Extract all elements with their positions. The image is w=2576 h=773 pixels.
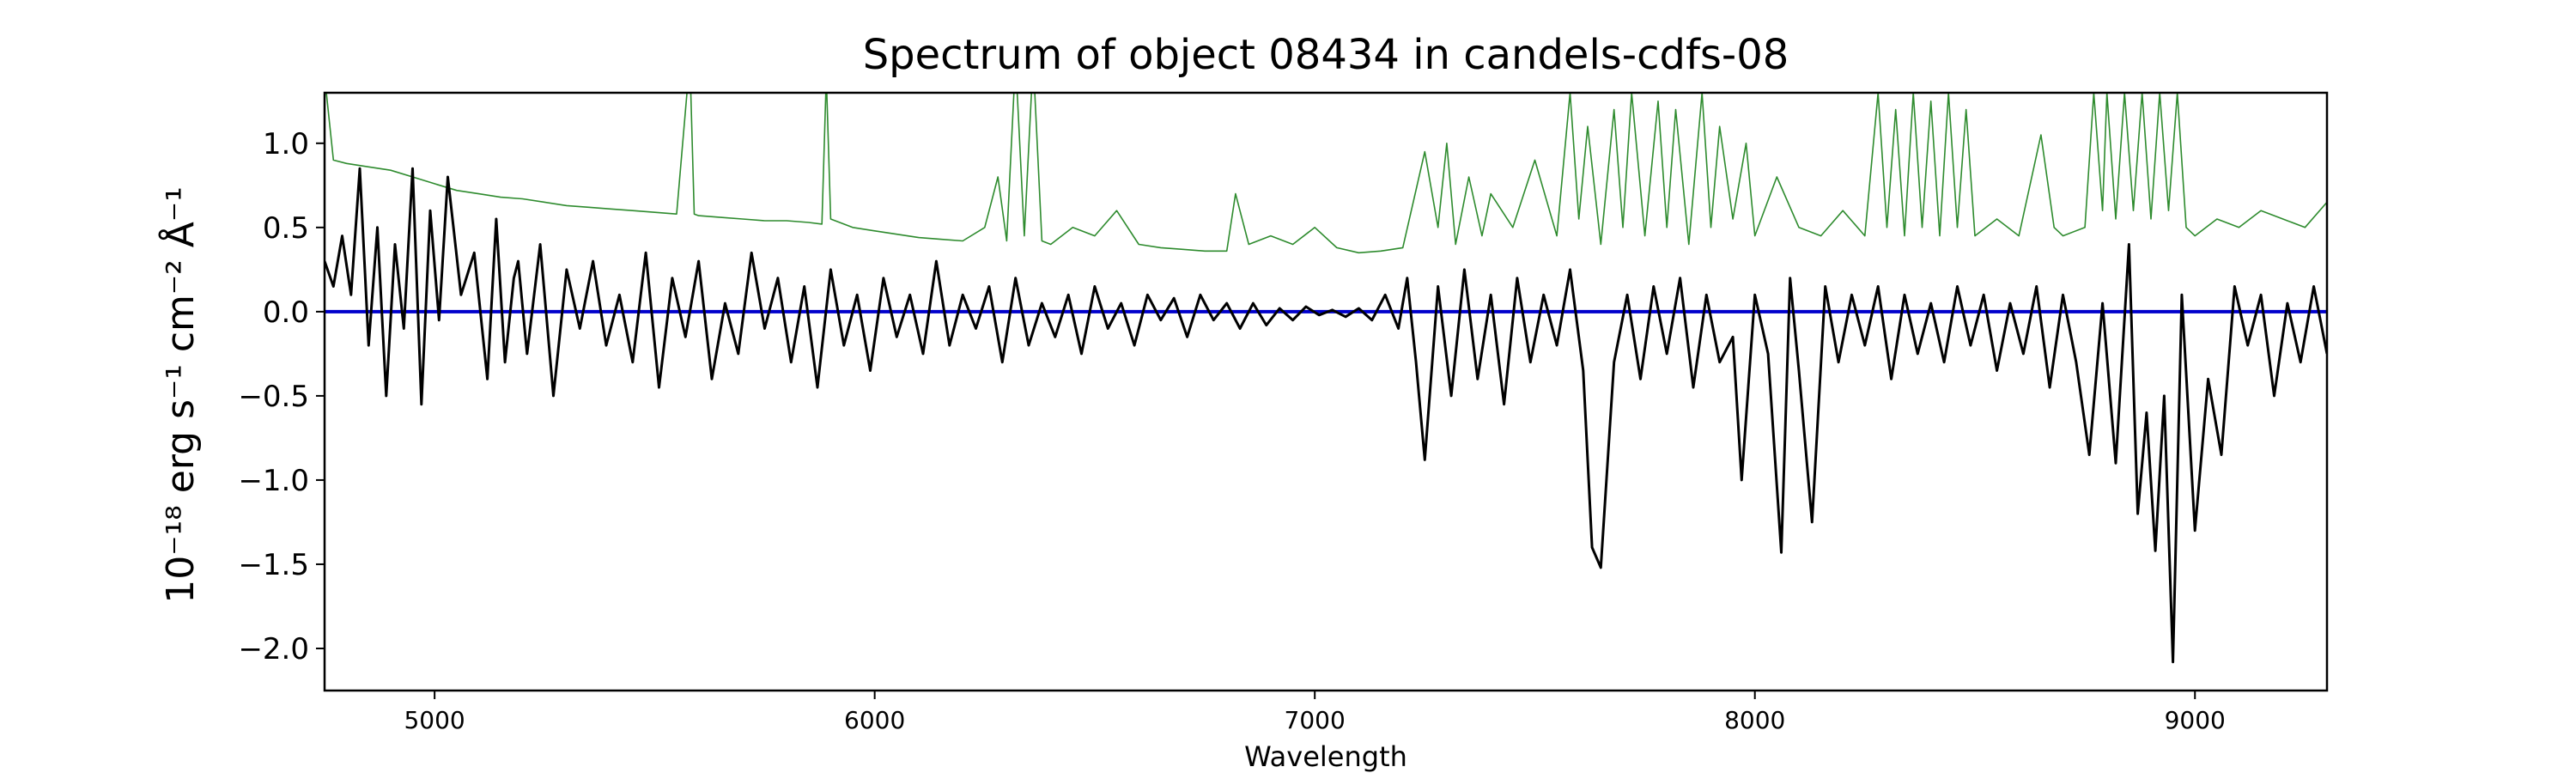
x-tick-label: 6000 [844, 706, 905, 734]
y-axis-label: 10⁻¹⁸ erg s⁻¹ cm⁻² Å⁻¹ [157, 186, 203, 603]
series-layer [325, 93, 2327, 664]
x-tick-label: 8000 [1724, 706, 1785, 734]
y-tick-label: 1.0 [263, 127, 309, 161]
x-tick-label: 5000 [404, 706, 465, 734]
y-tick-label: 0.5 [263, 211, 309, 246]
x-axis-label: Wavelength [1244, 740, 1407, 773]
plot-frame [323, 91, 2329, 692]
y-tick-label: −0.5 [238, 380, 309, 414]
y-tick-label: −1.5 [238, 548, 309, 582]
x-axis: 5000 6000 7000 8000 9000 [404, 691, 2226, 734]
x-tick-label: 9000 [2165, 706, 2226, 734]
x-tick-label: 7000 [1285, 706, 1346, 734]
chart-title: Spectrum of object 08434 in candels-cdfs… [863, 31, 1789, 79]
y-axis: −2.0 −1.5 −1.0 −0.5 0.0 0.5 1.0 [238, 127, 325, 666]
y-tick-label: −1.0 [238, 464, 309, 498]
noise-line [325, 93, 2327, 254]
y-tick-label: 0.0 [263, 295, 309, 330]
y-tick-label: −2.0 [238, 632, 309, 666]
flux-line [325, 167, 2327, 664]
